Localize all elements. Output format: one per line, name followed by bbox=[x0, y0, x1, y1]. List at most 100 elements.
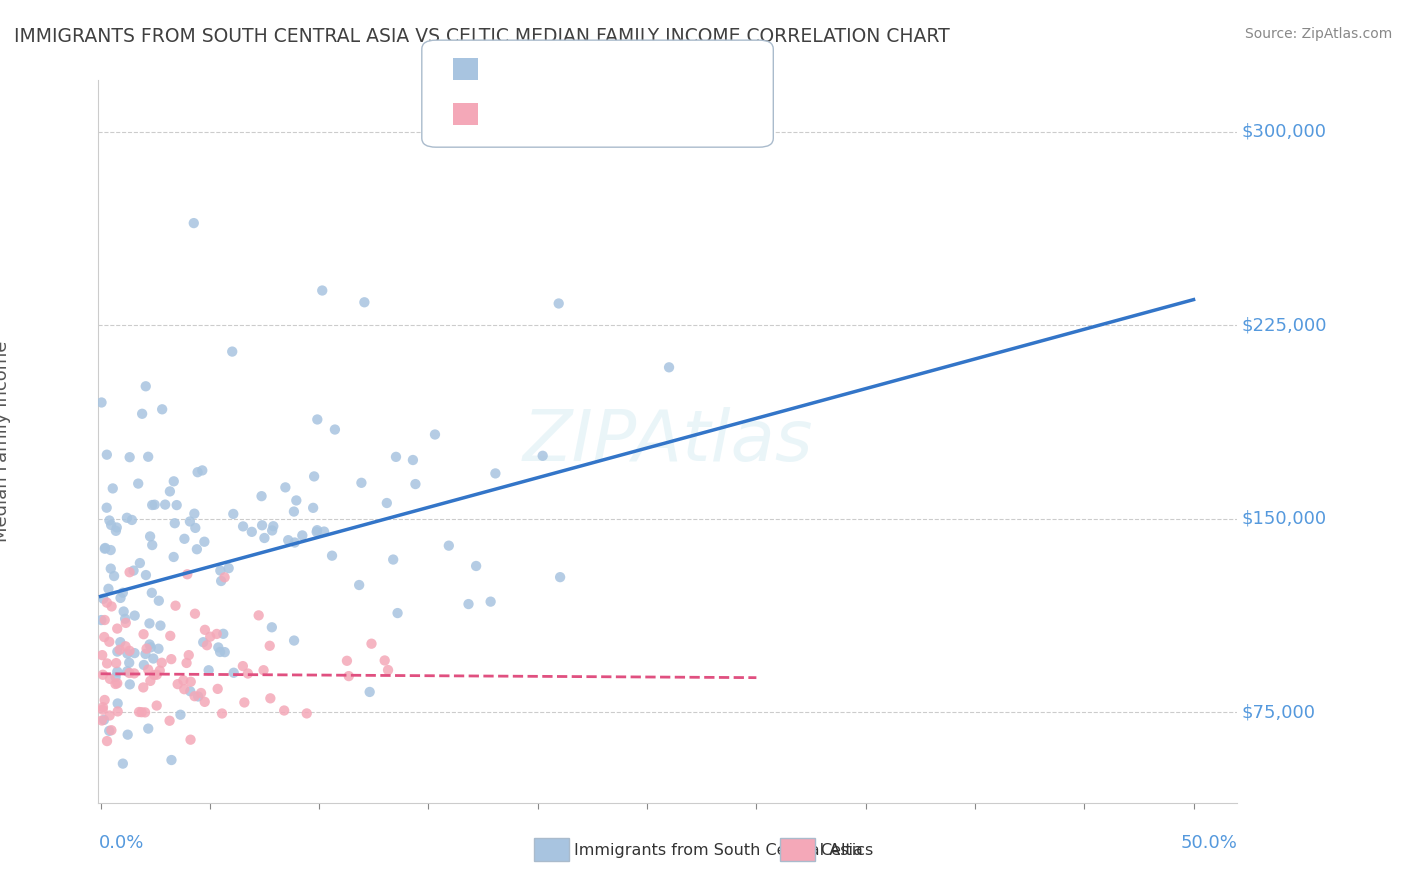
Immigrants from South Central Asia bbox=[131, 407, 153, 421]
Immigrants from South Central Asia bbox=[302, 500, 325, 515]
Immigrants from South Central Asia bbox=[124, 608, 146, 623]
Celtics bbox=[259, 639, 281, 653]
Text: ZIPAtlas: ZIPAtlas bbox=[523, 407, 813, 476]
Celtics bbox=[135, 641, 157, 656]
Celtics bbox=[134, 706, 156, 720]
Celtics bbox=[149, 664, 172, 678]
Celtics bbox=[114, 615, 136, 630]
Celtics bbox=[173, 682, 195, 697]
Immigrants from South Central Asia bbox=[117, 647, 139, 661]
Immigrants from South Central Asia bbox=[138, 616, 160, 631]
Celtics bbox=[105, 676, 128, 690]
Immigrants from South Central Asia bbox=[305, 524, 328, 539]
Celtics bbox=[98, 708, 121, 723]
Immigrants from South Central Asia bbox=[96, 448, 118, 462]
Celtics bbox=[91, 703, 114, 717]
Immigrants from South Central Asia bbox=[250, 489, 273, 503]
Text: 0.458: 0.458 bbox=[531, 60, 589, 78]
Celtics bbox=[139, 673, 162, 688]
Text: -0.027: -0.027 bbox=[531, 104, 596, 123]
Immigrants from South Central Asia bbox=[212, 627, 235, 641]
Immigrants from South Central Asia bbox=[107, 697, 129, 711]
Immigrants from South Central Asia bbox=[187, 690, 209, 704]
Immigrants from South Central Asia bbox=[193, 534, 215, 549]
Immigrants from South Central Asia bbox=[277, 533, 299, 548]
Celtics bbox=[100, 599, 122, 614]
Immigrants from South Central Asia bbox=[531, 449, 554, 463]
Celtics bbox=[160, 652, 183, 666]
Celtics bbox=[336, 654, 359, 668]
Immigrants from South Central Asia bbox=[103, 569, 125, 583]
Immigrants from South Central Asia bbox=[115, 665, 138, 679]
Celtics bbox=[91, 648, 114, 662]
Immigrants from South Central Asia bbox=[209, 564, 232, 578]
Immigrants from South Central Asia bbox=[387, 606, 409, 620]
Immigrants from South Central Asia bbox=[100, 543, 122, 558]
Immigrants from South Central Asia bbox=[169, 707, 191, 722]
Immigrants from South Central Asia bbox=[134, 647, 156, 661]
Immigrants from South Central Asia bbox=[262, 524, 284, 538]
Celtics bbox=[91, 700, 114, 714]
Immigrants from South Central Asia bbox=[382, 552, 405, 566]
Celtics bbox=[200, 630, 222, 644]
Celtics bbox=[236, 666, 259, 681]
Immigrants from South Central Asia bbox=[148, 593, 170, 607]
Immigrants from South Central Asia bbox=[153, 498, 176, 512]
Celtics bbox=[165, 599, 187, 613]
Celtics bbox=[96, 596, 118, 610]
Immigrants from South Central Asia bbox=[350, 475, 373, 490]
Text: 78: 78 bbox=[644, 104, 669, 123]
Immigrants from South Central Asia bbox=[465, 559, 488, 574]
Immigrants from South Central Asia bbox=[183, 507, 205, 521]
Immigrants from South Central Asia bbox=[193, 635, 215, 649]
Immigrants from South Central Asia bbox=[197, 663, 219, 677]
Immigrants from South Central Asia bbox=[658, 360, 681, 375]
Immigrants from South Central Asia bbox=[112, 605, 135, 619]
Immigrants from South Central Asia bbox=[105, 644, 128, 658]
Immigrants from South Central Asia bbox=[173, 532, 195, 546]
Celtics bbox=[145, 698, 167, 713]
Text: N =: N = bbox=[598, 104, 628, 123]
Immigrants from South Central Asia bbox=[284, 535, 307, 549]
Celtics bbox=[118, 566, 141, 580]
Immigrants from South Central Asia bbox=[159, 484, 181, 499]
Immigrants from South Central Asia bbox=[90, 395, 112, 409]
Celtics bbox=[194, 623, 217, 637]
Immigrants from South Central Asia bbox=[111, 585, 134, 599]
Text: R =: R = bbox=[485, 104, 516, 123]
Celtics bbox=[122, 666, 145, 681]
Immigrants from South Central Asia bbox=[122, 564, 145, 578]
Celtics bbox=[211, 706, 233, 721]
Immigrants from South Central Asia bbox=[93, 713, 115, 727]
Celtics bbox=[195, 638, 218, 652]
Immigrants from South Central Asia bbox=[548, 570, 571, 584]
Celtics bbox=[233, 696, 256, 710]
Immigrants from South Central Asia bbox=[283, 505, 305, 519]
Immigrants from South Central Asia bbox=[437, 539, 460, 553]
Celtics bbox=[232, 659, 254, 673]
Text: N =: N = bbox=[598, 60, 628, 78]
Celtics bbox=[166, 677, 188, 691]
Immigrants from South Central Asia bbox=[359, 685, 381, 699]
Celtics bbox=[259, 691, 281, 706]
Celtics bbox=[132, 681, 155, 695]
Immigrants from South Central Asia bbox=[311, 284, 333, 298]
Text: 50.0%: 50.0% bbox=[1181, 834, 1237, 852]
Immigrants from South Central Asia bbox=[283, 633, 305, 648]
Immigrants from South Central Asia bbox=[209, 645, 232, 659]
Immigrants from South Central Asia bbox=[110, 635, 132, 649]
Celtics bbox=[180, 674, 202, 689]
Text: $225,000: $225,000 bbox=[1241, 317, 1327, 334]
Celtics bbox=[377, 663, 399, 677]
Celtics bbox=[143, 668, 166, 682]
Celtics bbox=[172, 673, 194, 688]
Immigrants from South Central Asia bbox=[111, 756, 134, 771]
Celtics bbox=[159, 714, 181, 728]
Immigrants from South Central Asia bbox=[221, 344, 243, 359]
Celtics bbox=[252, 663, 274, 677]
Immigrants from South Central Asia bbox=[302, 469, 325, 483]
Celtics bbox=[176, 567, 198, 582]
Celtics bbox=[374, 653, 396, 667]
Immigrants from South Central Asia bbox=[124, 646, 146, 660]
Celtics bbox=[100, 723, 122, 738]
